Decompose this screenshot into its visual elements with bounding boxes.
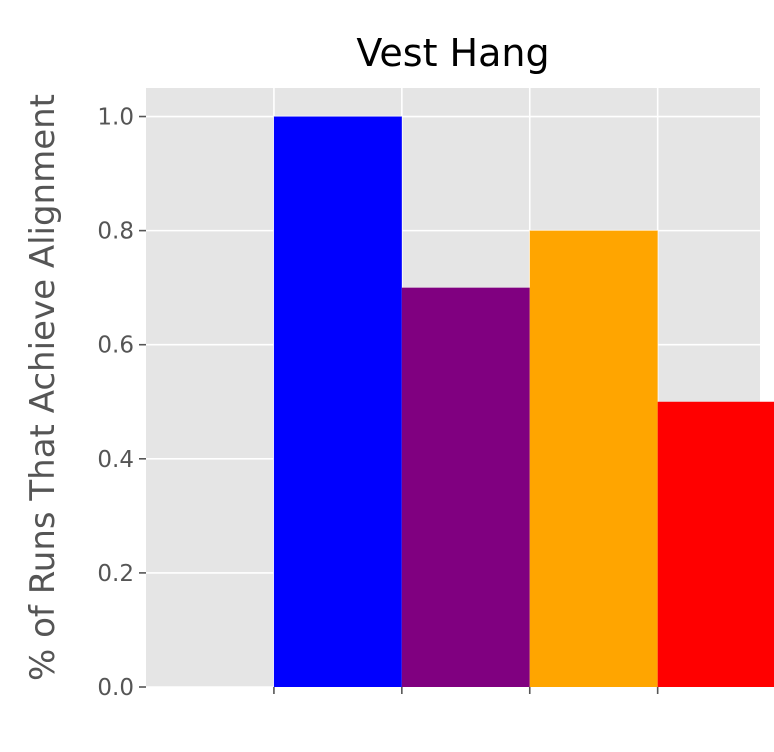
- y-tick-label: 0.6: [97, 333, 134, 359]
- bar-4: [657, 401, 774, 687]
- x-ticks: [273, 687, 659, 694]
- chart-title: Vest Hang: [356, 31, 549, 75]
- y-axis-label: % of Runs That Achieve Alignment: [23, 94, 63, 681]
- y-tick-label: 0.8: [97, 219, 134, 245]
- y-tick-label: 0.0: [97, 675, 134, 701]
- bar-2: [401, 287, 530, 687]
- y-tick-label: 0.4: [97, 447, 134, 473]
- y-ticks: 0.0 0.2 0.4 0.6 0.8 1.0: [97, 105, 146, 701]
- bar-3: [529, 230, 658, 687]
- bars: [273, 116, 774, 688]
- y-tick-label: 1.0: [97, 105, 134, 131]
- bar-1: [273, 116, 402, 688]
- y-tick-label: 0.2: [97, 561, 134, 587]
